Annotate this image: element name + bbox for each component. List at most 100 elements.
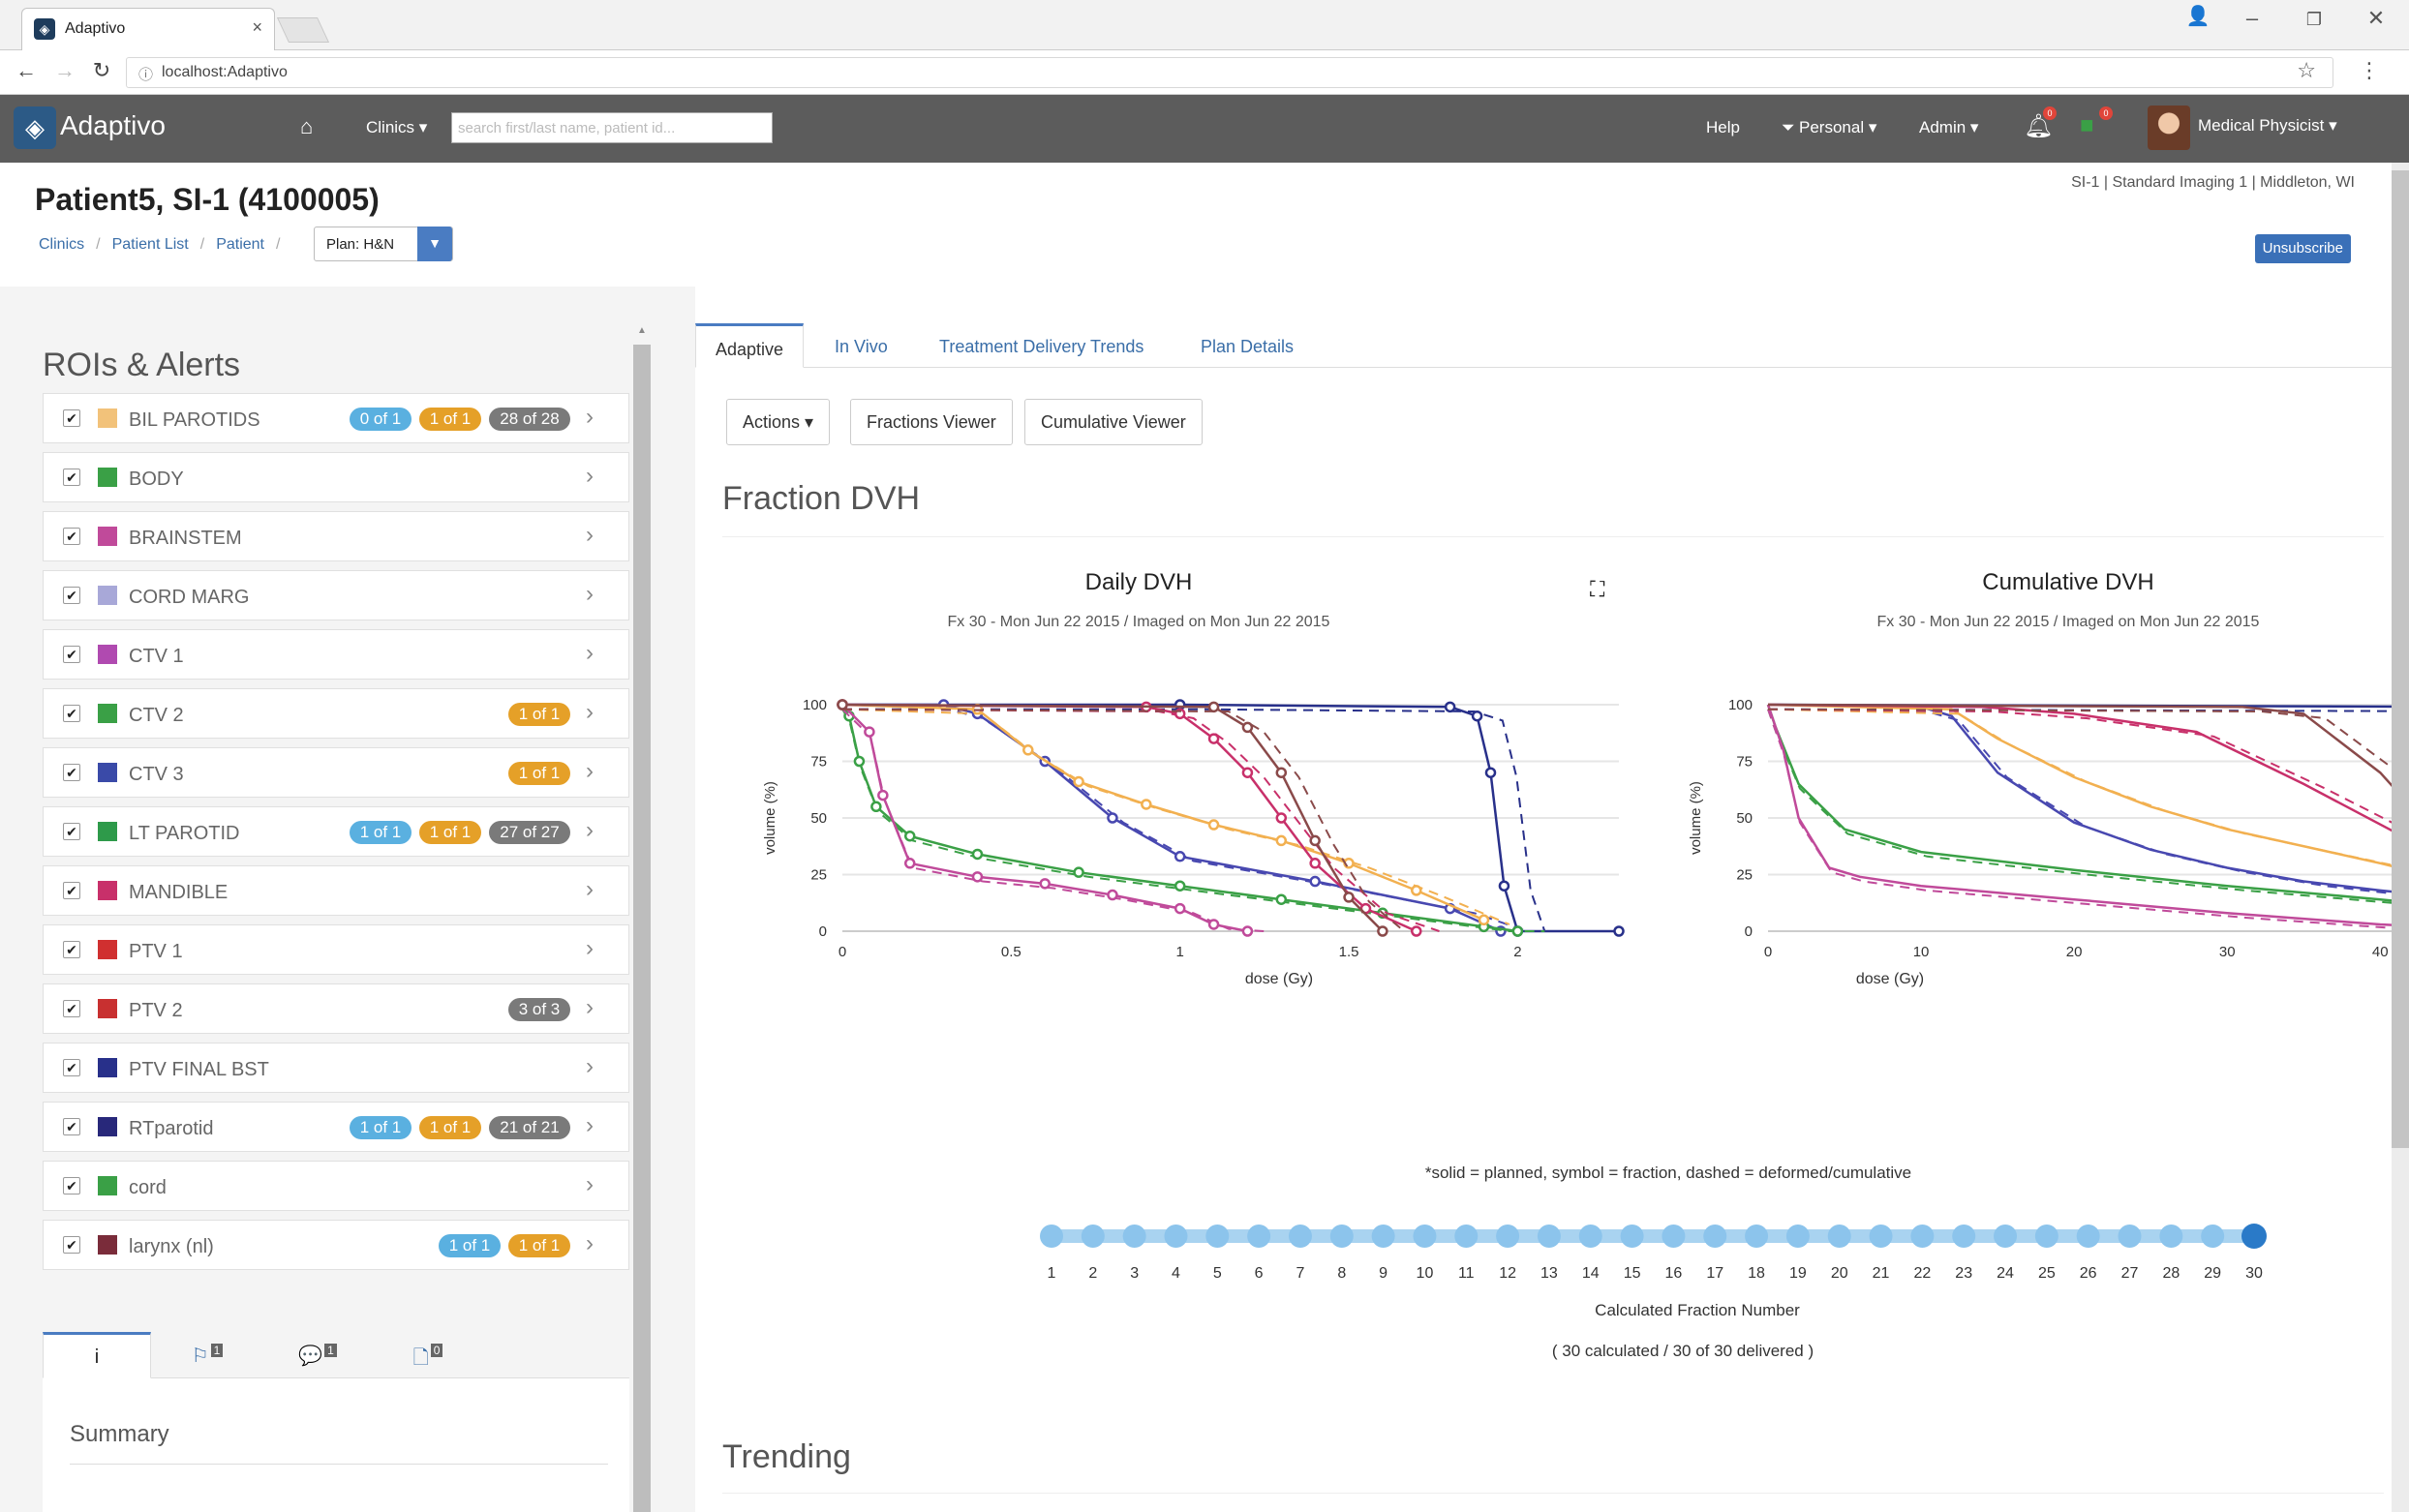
info-tab-info[interactable]: i xyxy=(43,1332,151,1378)
chevron-right-icon[interactable]: › xyxy=(586,1053,594,1079)
fraction-dot[interactable] xyxy=(1952,1225,1976,1248)
profile-icon[interactable]: 👤 xyxy=(2185,6,2211,27)
help-link[interactable]: Help xyxy=(1706,118,1740,136)
breadcrumb-patient-list[interactable]: Patient List xyxy=(111,236,189,253)
roi-alert-badge[interactable]: 1 of 1 xyxy=(508,762,570,785)
chevron-right-icon[interactable]: › xyxy=(586,699,594,725)
left-scrollbar[interactable] xyxy=(633,345,651,1512)
url-field[interactable]: ⓘ localhost:Adaptivo xyxy=(126,57,2333,88)
clinics-dropdown[interactable]: Clinics ▾ xyxy=(366,118,428,136)
right-scrollbar[interactable] xyxy=(2392,170,2409,1148)
chevron-right-icon[interactable]: › xyxy=(586,876,594,902)
roi-alert-badge[interactable]: 1 of 1 xyxy=(508,703,570,726)
reload-icon[interactable]: ↻ xyxy=(92,58,111,82)
fraction-dot[interactable] xyxy=(1496,1225,1520,1248)
brand-name[interactable]: Adaptivo xyxy=(60,110,166,140)
roi-row[interactable]: ✔ MANDIBLE › xyxy=(43,865,629,916)
roi-row[interactable]: ✔ larynx (nl) › 1 of 1 1 of 1 xyxy=(43,1220,629,1270)
chevron-right-icon[interactable]: › xyxy=(586,1112,594,1138)
roi-alert-badge[interactable]: 1 of 1 xyxy=(350,821,412,844)
roi-alert-badge[interactable]: 21 of 21 xyxy=(489,1116,570,1139)
roi-row[interactable]: ✔ CTV 1 › xyxy=(43,629,629,680)
fraction-dot[interactable] xyxy=(1910,1225,1935,1248)
roi-row[interactable]: ✔ RTparotid › 21 of 21 1 of 1 1 of 1 xyxy=(43,1102,629,1152)
fraction-dot[interactable] xyxy=(1454,1225,1479,1248)
forward-icon[interactable]: → xyxy=(54,58,76,82)
roi-checkbox[interactable]: ✔ xyxy=(63,409,80,427)
roi-checkbox[interactable]: ✔ xyxy=(63,587,80,604)
roi-checkbox[interactable]: ✔ xyxy=(63,1236,80,1254)
chevron-right-icon[interactable]: › xyxy=(586,640,594,666)
fraction-dot[interactable] xyxy=(1620,1225,1644,1248)
unsubscribe-button[interactable]: Unsubscribe xyxy=(2254,234,2351,263)
personal-dropdown[interactable]: Personal ▾ xyxy=(1799,118,1877,136)
roi-checkbox[interactable]: ✔ xyxy=(63,646,80,663)
fraction-dot[interactable] xyxy=(2118,1225,2142,1248)
fraction-dot[interactable] xyxy=(1827,1225,1851,1248)
fraction-dot[interactable] xyxy=(1662,1225,1686,1248)
close-tab-icon[interactable]: × xyxy=(252,17,262,37)
new-tab-button[interactable] xyxy=(276,17,330,43)
info-tab-comment[interactable]: 💬 1 xyxy=(263,1332,372,1378)
expand-icon[interactable]: ⛶ xyxy=(1590,577,1605,601)
fraction-slider[interactable]: 1 2 3 4 5 6 7 8 9 10 11 12 13 14 15 16 17 18 19 20 21 22 23 24 2… xyxy=(695,1224,2409,1282)
status-check-icon[interactable]: ■ xyxy=(2080,112,2094,138)
user-menu[interactable]: Medical Physicist ▾ xyxy=(2198,116,2337,135)
roi-alert-badge[interactable]: 28 of 28 xyxy=(489,408,570,431)
roi-alert-badge[interactable]: 1 of 1 xyxy=(419,408,481,431)
roi-checkbox[interactable]: ✔ xyxy=(63,705,80,722)
roi-alert-badge[interactable]: 1 of 1 xyxy=(419,1116,481,1139)
fraction-dot[interactable] xyxy=(1371,1225,1395,1248)
chevron-right-icon[interactable]: › xyxy=(586,522,594,548)
chevron-right-icon[interactable]: › xyxy=(586,1171,594,1197)
chevron-down-icon[interactable]: ▼ xyxy=(417,227,452,261)
tab-in-vivo[interactable]: In Vivo xyxy=(835,337,888,356)
fraction-dot[interactable] xyxy=(2241,1224,2267,1249)
roi-alert-badge[interactable]: 1 of 1 xyxy=(439,1234,501,1257)
fraction-dot[interactable] xyxy=(1413,1225,1437,1248)
fraction-dot[interactable] xyxy=(2159,1225,2183,1248)
fraction-dot[interactable] xyxy=(1745,1225,1769,1248)
chevron-right-icon[interactable]: › xyxy=(586,404,594,430)
roi-row[interactable]: ✔ CTV 3 › 1 of 1 xyxy=(43,747,629,798)
chevron-right-icon[interactable]: › xyxy=(586,817,594,843)
chevron-right-icon[interactable]: › xyxy=(586,463,594,489)
patient-search-input[interactable] xyxy=(451,112,773,143)
roi-row[interactable]: ✔ PTV 2 › 3 of 3 xyxy=(43,983,629,1034)
adaptivo-logo-icon[interactable]: ◈ xyxy=(14,106,56,149)
close-window-icon[interactable]: ✕ xyxy=(2366,6,2386,30)
roi-checkbox[interactable]: ✔ xyxy=(63,823,80,840)
roi-row[interactable]: ✔ BRAINSTEM › xyxy=(43,511,629,561)
breadcrumb-patient[interactable]: Patient xyxy=(216,236,264,253)
tab-adaptive[interactable]: Adaptive xyxy=(695,323,805,368)
chevron-right-icon[interactable]: › xyxy=(586,581,594,607)
roi-checkbox[interactable]: ✔ xyxy=(63,1118,80,1135)
roi-checkbox[interactable]: ✔ xyxy=(63,1059,80,1076)
roi-checkbox[interactable]: ✔ xyxy=(63,1177,80,1194)
chevron-right-icon[interactable]: › xyxy=(586,1230,594,1256)
roi-row[interactable]: ✔ PTV 1 › xyxy=(43,924,629,975)
chevron-right-icon[interactable]: › xyxy=(586,994,594,1020)
slider-track[interactable] xyxy=(1052,1229,2254,1243)
roi-checkbox[interactable]: ✔ xyxy=(63,528,80,545)
roi-alert-badge[interactable]: 1 of 1 xyxy=(419,821,481,844)
cumulative-viewer-button[interactable]: Cumulative Viewer xyxy=(1024,399,1203,445)
tab-plan-details[interactable]: Plan Details xyxy=(1201,337,1295,356)
fraction-dot[interactable] xyxy=(1205,1225,1230,1248)
plan-select[interactable]: Plan: H&N ▼ xyxy=(314,227,453,261)
chevron-right-icon[interactable]: › xyxy=(586,758,594,784)
chevron-right-icon[interactable]: › xyxy=(586,935,594,961)
actions-button[interactable]: Actions ▾ xyxy=(726,399,831,445)
minimize-icon[interactable]: – xyxy=(2245,6,2259,30)
fraction-dot[interactable] xyxy=(1869,1225,1893,1248)
fraction-dot[interactable] xyxy=(1703,1225,1727,1248)
fraction-dot[interactable] xyxy=(2076,1225,2100,1248)
admin-dropdown[interactable]: Admin ▾ xyxy=(1919,118,1979,136)
roi-alert-badge[interactable]: 0 of 1 xyxy=(350,408,412,431)
restore-icon[interactable]: ❐ xyxy=(2305,10,2323,29)
fraction-dot[interactable] xyxy=(2034,1225,2058,1248)
fraction-dot[interactable] xyxy=(1247,1225,1271,1248)
site-info-icon[interactable]: ⓘ xyxy=(138,67,154,83)
fractions-viewer-button[interactable]: Fractions Viewer xyxy=(850,399,1013,445)
fraction-dot[interactable] xyxy=(2201,1225,2225,1248)
